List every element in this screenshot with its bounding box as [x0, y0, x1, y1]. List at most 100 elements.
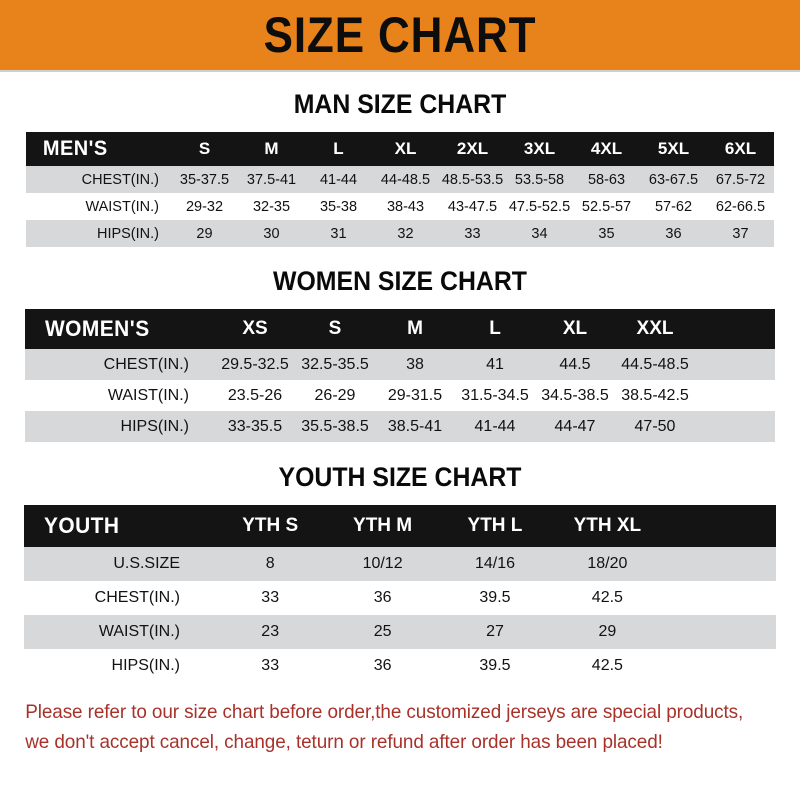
- section-title-women: WOMEN SIZE CHART: [273, 266, 527, 296]
- table-row: U.S.SIZE 8 10/12 14/16 18/20: [24, 547, 776, 581]
- table-cell: 18/20: [587, 555, 628, 572]
- men-row-label: HIPS(IN.): [96, 225, 159, 242]
- section-women: WOMEN SIZE CHART WOMEN'S XS S M L XL XXL CHEST…: [0, 266, 800, 442]
- women-row-label: CHEST(IN.): [103, 355, 189, 373]
- table-cell: 47-50: [634, 417, 676, 435]
- table-cell: 39.5: [479, 589, 511, 606]
- table-row: WAIST(IN.) 23 25 27 29: [24, 615, 776, 649]
- table-cell: 67.5-72: [715, 171, 766, 188]
- table-cell: [695, 380, 775, 411]
- table-cell: 36: [665, 225, 682, 242]
- table-cell: 38.5-41: [387, 417, 443, 435]
- table-cell: 29: [598, 623, 617, 640]
- table-cell: 35-37.5: [179, 171, 230, 188]
- section-men: MAN SIZE CHART MEN'S S M L XL 2XL 3XL 4XL 5XL 6XL…: [0, 89, 800, 247]
- women-header-row: WOMEN'S XS S M L XL XXL: [25, 309, 775, 349]
- table-cell: 34.5-38.5: [541, 386, 609, 404]
- men-row-label: WAIST(IN.): [85, 198, 159, 215]
- table-cell: 23: [261, 623, 280, 640]
- table-cell: 35-38: [319, 198, 358, 215]
- table-cell: 36: [373, 589, 392, 606]
- table-cell: 62-66.5: [715, 198, 766, 215]
- table-cell: 52.5-57: [581, 198, 632, 215]
- section-title-men: MAN SIZE CHART: [293, 89, 507, 119]
- youth-row-label: U.S.SIZE: [113, 555, 180, 572]
- order-policy-note-line-2: we don't accept cancel, change, teturn o…: [25, 731, 663, 753]
- table-cell: 14/16: [474, 555, 515, 572]
- men-column-header: 3XL: [523, 139, 556, 158]
- table-cell: 38: [406, 355, 424, 373]
- men-corner-label: MEN'S: [42, 137, 108, 160]
- table-cell: 33-35.5: [227, 417, 283, 435]
- table-cell: 32: [397, 225, 414, 242]
- table-cell: [664, 547, 776, 581]
- women-size-table: WOMEN'S XS S M L XL XXL CHEST(IN.) 29.5-32.5 32.…: [25, 309, 775, 442]
- table-cell: 29-31.5: [387, 386, 443, 404]
- page-banner: SIZE CHART: [0, 0, 800, 72]
- table-cell: [664, 649, 776, 683]
- women-corner-label: WOMEN'S: [44, 316, 150, 341]
- women-row-label: HIPS(IN.): [120, 417, 189, 435]
- men-size-table: MEN'S S M L XL 2XL 3XL 4XL 5XL 6XL CHEST(IN.) 35-3…: [26, 132, 774, 247]
- table-cell: 8: [265, 555, 275, 572]
- table-cell: 10/12: [362, 555, 403, 572]
- women-column-header: S: [328, 318, 342, 339]
- women-column-header: [695, 309, 775, 349]
- table-cell: 37.5-41: [246, 171, 297, 188]
- men-header-row: MEN'S S M L XL 2XL 3XL 4XL 5XL 6XL: [26, 132, 774, 166]
- table-row: WAIST(IN.) 29-32 32-35 35-38 38-43 43-47.5 47.…: [26, 193, 774, 220]
- table-cell: 33: [464, 225, 481, 242]
- table-cell: 32-35: [252, 198, 291, 215]
- youth-row-label: CHEST(IN.): [94, 589, 180, 606]
- women-row-label: WAIST(IN.): [107, 386, 189, 404]
- women-column-header: XXL: [636, 318, 674, 339]
- table-cell: 38-43: [386, 198, 425, 215]
- youth-column-header: [664, 505, 776, 547]
- women-table-body: CHEST(IN.) 29.5-32.5 32.5-35.5 38 41 44.5 44.5…: [25, 349, 775, 442]
- men-column-header: 5XL: [657, 139, 690, 158]
- table-cell: 42.5: [591, 589, 623, 606]
- table-cell: 31: [330, 225, 347, 242]
- table-cell: 53.5-58: [514, 171, 565, 188]
- table-cell: 29: [196, 225, 213, 242]
- table-cell: 23.5-26: [227, 386, 283, 404]
- table-cell: 35: [598, 225, 615, 242]
- table-cell: 43-47.5: [447, 198, 498, 215]
- men-table-body: CHEST(IN.) 35-37.5 37.5-41 41-44 44-48.5 48.5…: [26, 166, 774, 247]
- men-row-label: CHEST(IN.): [81, 171, 159, 188]
- table-cell: [664, 581, 776, 615]
- table-cell: 26-29: [314, 386, 356, 404]
- table-cell: [695, 411, 775, 442]
- youth-column-header: YTH L: [467, 515, 523, 536]
- table-cell: 48.5-53.5: [441, 171, 504, 188]
- youth-table-body: U.S.SIZE 8 10/12 14/16 18/20 CHEST(IN.) 33 36 39…: [24, 547, 776, 683]
- table-cell: 42.5: [591, 657, 623, 674]
- women-column-header: M: [407, 318, 423, 339]
- table-row: HIPS(IN.) 29 30 31 32 33 34 35 36 37: [26, 220, 774, 247]
- table-cell: 27: [486, 623, 504, 640]
- table-cell: 29-32: [185, 198, 224, 215]
- men-column-header: M: [264, 139, 279, 158]
- youth-size-table: YOUTH YTH S YTH M YTH L YTH XL U.S.SIZE 8 10/1…: [24, 505, 776, 683]
- table-row: WAIST(IN.) 23.5-26 26-29 29-31.5 31.5-34.5 34…: [25, 380, 775, 411]
- table-cell: 39.5: [479, 657, 511, 674]
- men-column-header: 2XL: [456, 139, 489, 158]
- table-cell: 37: [732, 225, 749, 242]
- youth-column-header: YTH S: [242, 515, 299, 536]
- table-cell: 44.5-48.5: [621, 355, 689, 373]
- table-cell: 41-44: [474, 417, 516, 435]
- table-row: CHEST(IN.) 35-37.5 37.5-41 41-44 44-48.5 48.5…: [26, 166, 774, 193]
- table-cell: 44-47: [554, 417, 596, 435]
- youth-table-head: YOUTH YTH S YTH M YTH L YTH XL: [24, 505, 776, 547]
- page-title: SIZE CHART: [263, 7, 537, 63]
- table-row: HIPS(IN.) 33-35.5 35.5-38.5 38.5-41 41-44 44-…: [25, 411, 775, 442]
- women-column-header: XS: [242, 318, 268, 339]
- men-table-head: MEN'S S M L XL 2XL 3XL 4XL 5XL 6XL: [26, 132, 774, 166]
- table-cell: 33: [261, 589, 280, 606]
- table-cell: 44-48.5: [380, 171, 431, 188]
- table-cell: 32.5-35.5: [301, 355, 369, 373]
- men-column-header: 4XL: [590, 139, 623, 158]
- table-cell: 35.5-38.5: [301, 417, 369, 435]
- men-column-header: XL: [394, 139, 417, 158]
